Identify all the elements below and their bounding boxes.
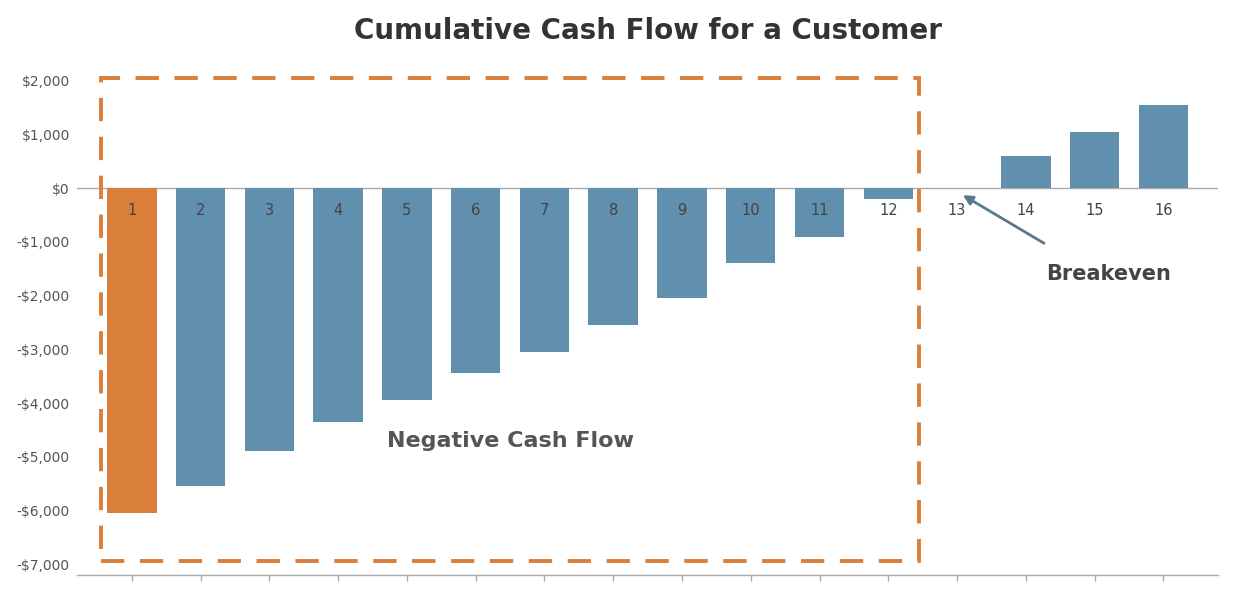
Text: 10: 10 bbox=[741, 204, 760, 219]
Bar bbox=[795, 188, 845, 236]
Text: 15: 15 bbox=[1086, 204, 1104, 219]
Bar bbox=[1002, 156, 1051, 188]
Bar bbox=[107, 188, 157, 513]
Text: Negative Cash Flow: Negative Cash Flow bbox=[387, 430, 634, 451]
Bar bbox=[451, 188, 500, 374]
Bar bbox=[314, 188, 363, 422]
Text: 13: 13 bbox=[947, 204, 966, 219]
Text: 11: 11 bbox=[810, 204, 829, 219]
Bar bbox=[863, 188, 913, 199]
Bar bbox=[175, 188, 226, 486]
Text: 7: 7 bbox=[540, 204, 550, 219]
Bar bbox=[520, 188, 569, 352]
Bar bbox=[726, 188, 776, 263]
Text: 14: 14 bbox=[1016, 204, 1035, 219]
Bar bbox=[1070, 132, 1119, 188]
Title: Cumulative Cash Flow for a Customer: Cumulative Cash Flow for a Customer bbox=[353, 17, 941, 45]
Bar bbox=[588, 188, 638, 325]
Bar bbox=[245, 188, 294, 451]
Text: 1: 1 bbox=[127, 204, 137, 219]
Text: 9: 9 bbox=[677, 204, 687, 219]
Bar bbox=[101, 78, 919, 561]
Text: 4: 4 bbox=[333, 204, 343, 219]
Bar bbox=[657, 188, 706, 298]
Text: 5: 5 bbox=[403, 204, 411, 219]
Bar bbox=[382, 188, 432, 401]
Bar bbox=[1139, 105, 1188, 188]
Text: 3: 3 bbox=[264, 204, 274, 219]
Text: 12: 12 bbox=[879, 204, 898, 219]
Text: 2: 2 bbox=[196, 204, 205, 219]
Text: 6: 6 bbox=[471, 204, 480, 219]
Text: Breakeven: Breakeven bbox=[1046, 264, 1171, 284]
Text: 16: 16 bbox=[1153, 204, 1172, 219]
Text: 8: 8 bbox=[609, 204, 618, 219]
